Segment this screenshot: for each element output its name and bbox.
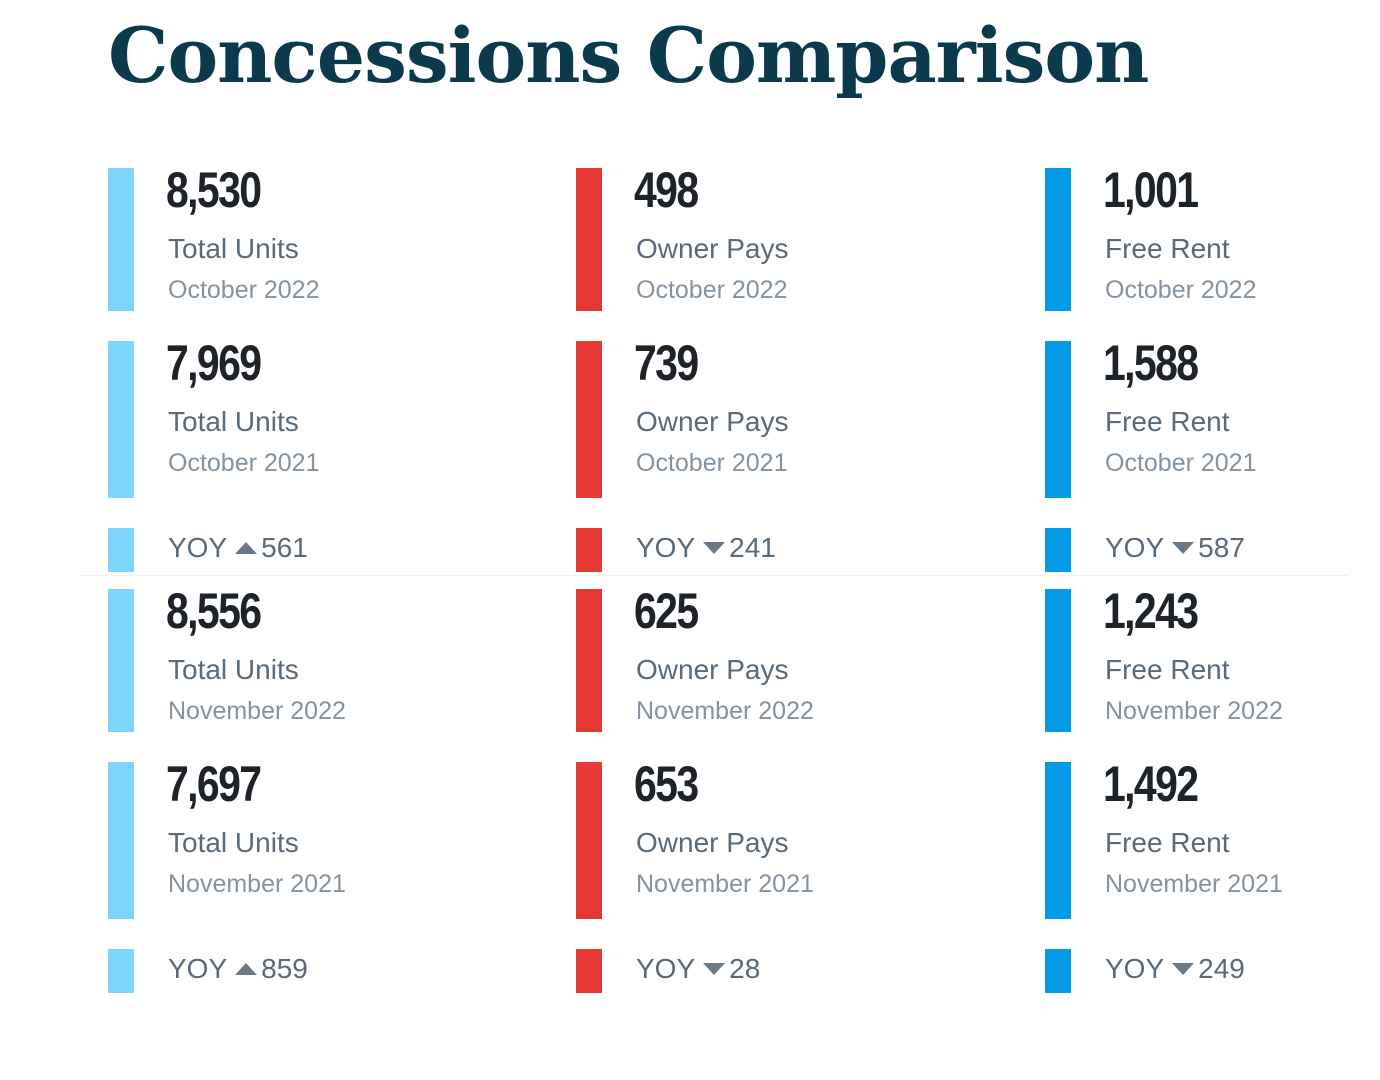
metric-period: October 2021 — [168, 449, 320, 477]
metric-value: 498 — [634, 162, 699, 218]
metric-label: Owner Pays — [636, 827, 789, 858]
metric-period: October 2022 — [636, 276, 788, 304]
owner-pays-color-bar — [576, 528, 602, 572]
yoy-label: YOY — [636, 953, 696, 984]
metric-period: November 2022 — [1105, 697, 1283, 725]
metric-period: October 2021 — [636, 449, 788, 477]
total-units-color-bar — [108, 762, 134, 919]
metric-period: October 2021 — [1105, 449, 1257, 477]
metric-label: Owner Pays — [636, 654, 789, 685]
total-units-color-bar — [108, 168, 134, 311]
total-units-color-bar — [108, 528, 134, 572]
metric-period: November 2022 — [168, 697, 346, 725]
triangle-up-icon — [235, 541, 258, 554]
free-rent-color-bar — [1045, 168, 1071, 311]
yoy-value: 561 — [261, 532, 308, 563]
section-divider — [78, 575, 1348, 576]
total-units-color-bar — [108, 949, 134, 993]
metric-value: 653 — [634, 756, 699, 812]
yoy-value: 249 — [1198, 953, 1245, 984]
yoy-label: YOY — [1105, 953, 1165, 984]
yoy-value: 241 — [729, 532, 776, 563]
total-units-color-bar — [108, 589, 134, 732]
free-rent-color-bar — [1045, 762, 1071, 919]
metric-label: Owner Pays — [636, 233, 789, 264]
yoy-label: YOY — [636, 532, 696, 563]
free-rent-color-bar — [1045, 341, 1071, 498]
owner-pays-color-bar — [576, 949, 602, 993]
metric-label: Total Units — [168, 233, 299, 264]
metric-label: Total Units — [168, 406, 299, 437]
metric-value: 1,588 — [1103, 335, 1199, 391]
metric-label: Owner Pays — [636, 406, 789, 437]
owner-pays-color-bar — [576, 168, 602, 311]
triangle-down-icon — [1172, 962, 1195, 975]
metric-period: October 2022 — [1105, 276, 1257, 304]
metric-value: 625 — [634, 583, 699, 639]
metric-label: Total Units — [168, 654, 299, 685]
metric-value: 1,001 — [1103, 162, 1199, 218]
metric-label: Total Units — [168, 827, 299, 858]
yoy-value: 859 — [261, 953, 308, 984]
page-title: Concessions Comparison — [108, 11, 1149, 100]
metric-value: 8,530 — [166, 162, 262, 218]
metric-value: 1,243 — [1103, 583, 1199, 639]
free-rent-color-bar — [1045, 949, 1071, 993]
yoy-value: 28 — [729, 953, 761, 984]
metric-period: November 2021 — [168, 870, 346, 898]
metric-value: 7,969 — [166, 335, 262, 391]
metric-label: Free Rent — [1105, 233, 1230, 264]
triangle-down-icon — [1172, 541, 1195, 554]
triangle-up-icon — [235, 962, 258, 975]
metric-period: November 2021 — [636, 870, 814, 898]
yoy-label: YOY — [168, 532, 228, 563]
free-rent-color-bar — [1045, 589, 1071, 732]
metric-value: 1,492 — [1103, 756, 1199, 812]
yoy-value: 587 — [1198, 532, 1245, 563]
owner-pays-color-bar — [576, 341, 602, 498]
owner-pays-color-bar — [576, 589, 602, 732]
metric-value: 739 — [634, 335, 699, 391]
triangle-down-icon — [703, 962, 726, 975]
total-units-color-bar — [108, 341, 134, 498]
metric-label: Free Rent — [1105, 406, 1230, 437]
metric-label: Free Rent — [1105, 654, 1230, 685]
metric-value: 7,697 — [166, 756, 262, 812]
free-rent-color-bar — [1045, 528, 1071, 572]
metric-period: November 2022 — [636, 697, 814, 725]
metric-period: November 2021 — [1105, 870, 1283, 898]
metric-label: Free Rent — [1105, 827, 1230, 858]
owner-pays-color-bar — [576, 762, 602, 919]
triangle-down-icon — [703, 541, 726, 554]
metric-period: October 2022 — [168, 276, 320, 304]
metric-value: 8,556 — [166, 583, 262, 639]
yoy-label: YOY — [1105, 532, 1165, 563]
yoy-label: YOY — [168, 953, 228, 984]
